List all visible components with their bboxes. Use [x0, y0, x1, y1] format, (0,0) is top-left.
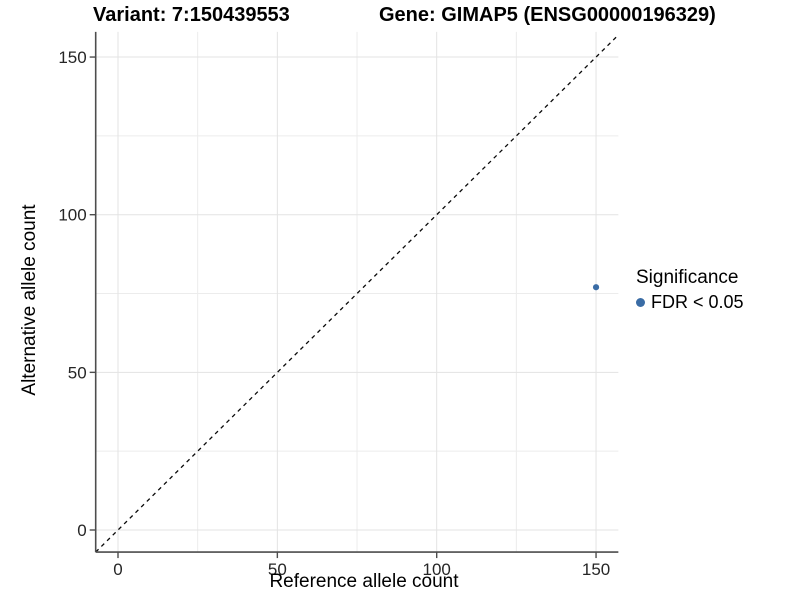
identity-dashed-line: [95, 34, 619, 553]
variant-title: Variant: 7:150439553: [93, 4, 290, 26]
gene-title: Gene: GIMAP5 (ENSG00000196329): [379, 4, 716, 26]
x-tick-label: 0: [113, 560, 122, 579]
x-tick-label: 150: [582, 560, 610, 579]
x-tick-label: 50: [268, 560, 287, 579]
y-tick-label: 50: [68, 363, 87, 382]
legend-entry: FDR < 0.05: [636, 292, 744, 313]
y-tick-label: 100: [58, 206, 86, 225]
legend: Significance FDR < 0.05: [636, 266, 744, 313]
x-tick-label: 100: [423, 560, 451, 579]
y-axis-title: Alternative allele count: [19, 204, 40, 396]
data-point: [592, 284, 600, 291]
legend-title: Significance: [636, 267, 739, 288]
y-tick-label: 150: [58, 48, 86, 67]
legend-entry-label: FDR < 0.05: [651, 292, 744, 312]
x-axis-title: Reference allele count: [269, 571, 459, 592]
y-tick-label: 0: [77, 521, 86, 540]
legend-marker-circle-icon: [636, 298, 645, 307]
